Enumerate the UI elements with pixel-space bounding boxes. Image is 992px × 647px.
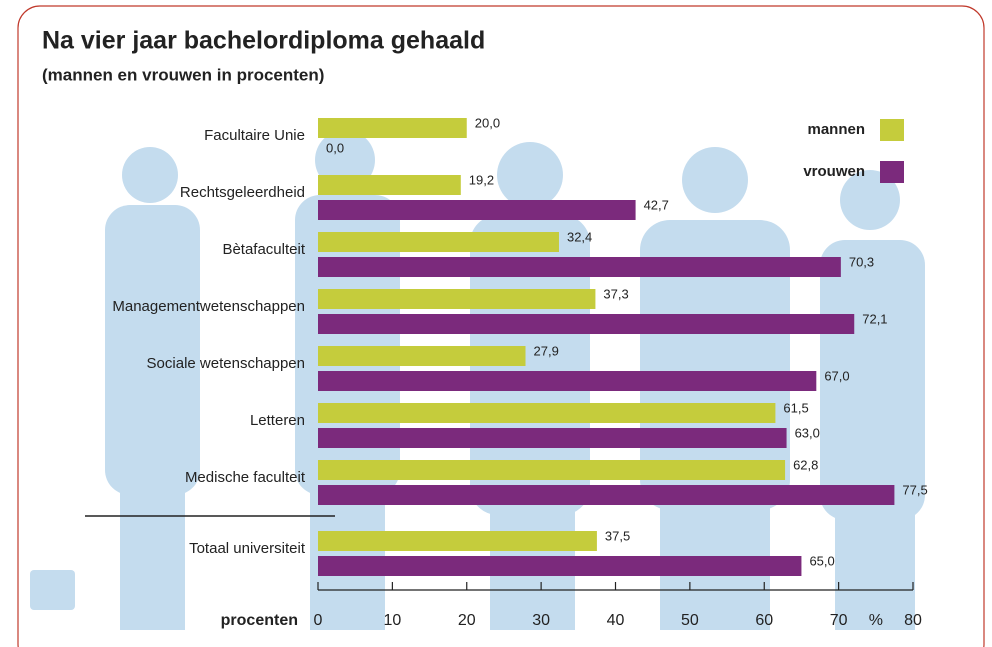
value-label: 42,7 bbox=[644, 197, 669, 212]
bar bbox=[318, 485, 895, 505]
value-label: 77,5 bbox=[902, 482, 927, 497]
value-label: 63,0 bbox=[795, 425, 820, 440]
bar bbox=[318, 314, 855, 334]
value-label: 67,0 bbox=[824, 368, 849, 383]
category-label: Managementwetenschappen bbox=[112, 298, 305, 315]
bar bbox=[318, 232, 559, 252]
x-tick-label: 70 bbox=[830, 612, 848, 629]
legend-swatch bbox=[880, 161, 904, 183]
value-label: 0,0 bbox=[326, 140, 344, 155]
category-label: Bètafaculteit bbox=[222, 241, 305, 258]
bar bbox=[318, 531, 597, 551]
bar bbox=[318, 371, 817, 391]
value-label: 65,0 bbox=[809, 553, 834, 568]
category-label: Facultaire Unie bbox=[204, 127, 305, 144]
bar bbox=[318, 257, 841, 277]
x-tick-label: 30 bbox=[532, 612, 550, 629]
value-label: 37,5 bbox=[605, 528, 630, 543]
x-tick-label: 60 bbox=[755, 612, 773, 629]
x-tick-label: 80 bbox=[904, 612, 922, 629]
chart-subtitle: (mannen en vrouwen in procenten) bbox=[42, 65, 324, 84]
value-label: 20,0 bbox=[475, 115, 500, 130]
value-label: 70,3 bbox=[849, 254, 874, 269]
bar bbox=[318, 346, 526, 366]
x-tick-label: 50 bbox=[681, 612, 699, 629]
bar bbox=[318, 460, 786, 480]
bar bbox=[318, 289, 596, 309]
legend-swatch bbox=[880, 119, 904, 141]
chart-title: Na vier jaar bachelordiploma gehaald bbox=[42, 27, 485, 55]
value-label: 32,4 bbox=[567, 229, 592, 244]
bar bbox=[318, 200, 636, 220]
value-label: 19,2 bbox=[469, 172, 494, 187]
bar bbox=[318, 428, 787, 448]
value-label: 62,8 bbox=[793, 457, 818, 472]
legend-label: vrouwen bbox=[803, 163, 865, 180]
bar bbox=[318, 556, 802, 576]
value-label: 61,5 bbox=[783, 400, 808, 415]
legend-label: mannen bbox=[807, 121, 865, 138]
value-label: 72,1 bbox=[862, 311, 887, 326]
x-tick-label: 0 bbox=[314, 612, 323, 629]
x-unit-label: % bbox=[869, 612, 883, 629]
category-label: Medische faculteit bbox=[185, 469, 306, 486]
x-tick-label: 20 bbox=[458, 612, 476, 629]
bar bbox=[318, 403, 776, 423]
category-label: Letteren bbox=[250, 412, 305, 429]
value-label: 37,3 bbox=[603, 286, 628, 301]
x-axis-label: procenten bbox=[221, 612, 298, 629]
x-tick-label: 40 bbox=[607, 612, 625, 629]
x-tick-label: 10 bbox=[383, 612, 401, 629]
bar bbox=[318, 175, 461, 195]
category-label: Rechtsgeleerdheid bbox=[180, 184, 305, 201]
value-label: 27,9 bbox=[534, 343, 559, 358]
bar bbox=[318, 118, 467, 138]
category-label: Sociale wetenschappen bbox=[147, 355, 305, 372]
category-label: Totaal universiteit bbox=[189, 540, 306, 557]
